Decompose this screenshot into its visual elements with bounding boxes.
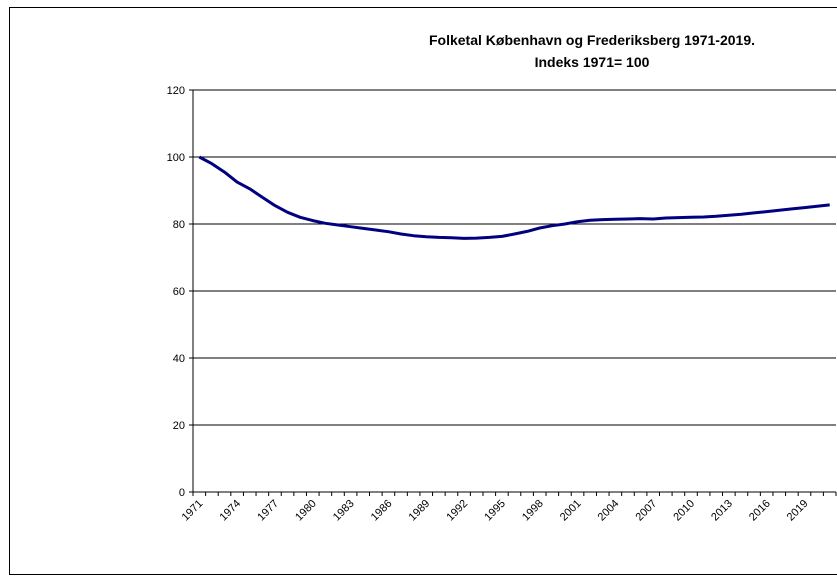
x-tick-label: 1971 [180,498,206,524]
x-tick-label: 2019 [785,498,811,524]
chart-frame [9,7,837,575]
y-tick-label: 80 [173,219,185,231]
y-tick-label: 60 [173,286,185,298]
data-line [198,155,830,240]
x-tick-label: 1983 [331,498,357,524]
x-tick-label: 2016 [747,498,773,524]
x-tick-label: 1974 [217,498,243,524]
x-tick-label: 2007 [634,498,660,524]
chart-subtitle: Indeks 1971= 100 [535,54,650,70]
y-tick-label: 20 [173,420,185,432]
y-tick-label: 0 [179,487,185,499]
x-tick-label: 1980 [293,498,319,524]
chart-title: Folketal København og Frederiksberg 1971… [429,32,755,48]
x-tick-label: 2004 [596,498,622,524]
x-tick-label: 2013 [709,498,735,524]
y-tick-label: 120 [167,85,185,97]
x-tick-label: 2010 [671,498,697,524]
x-tick-label: 1992 [444,498,470,524]
y-tick-label: 40 [173,353,185,365]
x-tick-label: 1998 [520,498,546,524]
x-tick-label: 2001 [558,498,584,524]
y-tick-label: 100 [167,152,185,164]
x-tick-label: 1977 [255,498,281,524]
x-tick-label: 1989 [407,498,433,524]
x-tick-label: 1995 [482,498,508,524]
x-tick-label: 1986 [369,498,395,524]
